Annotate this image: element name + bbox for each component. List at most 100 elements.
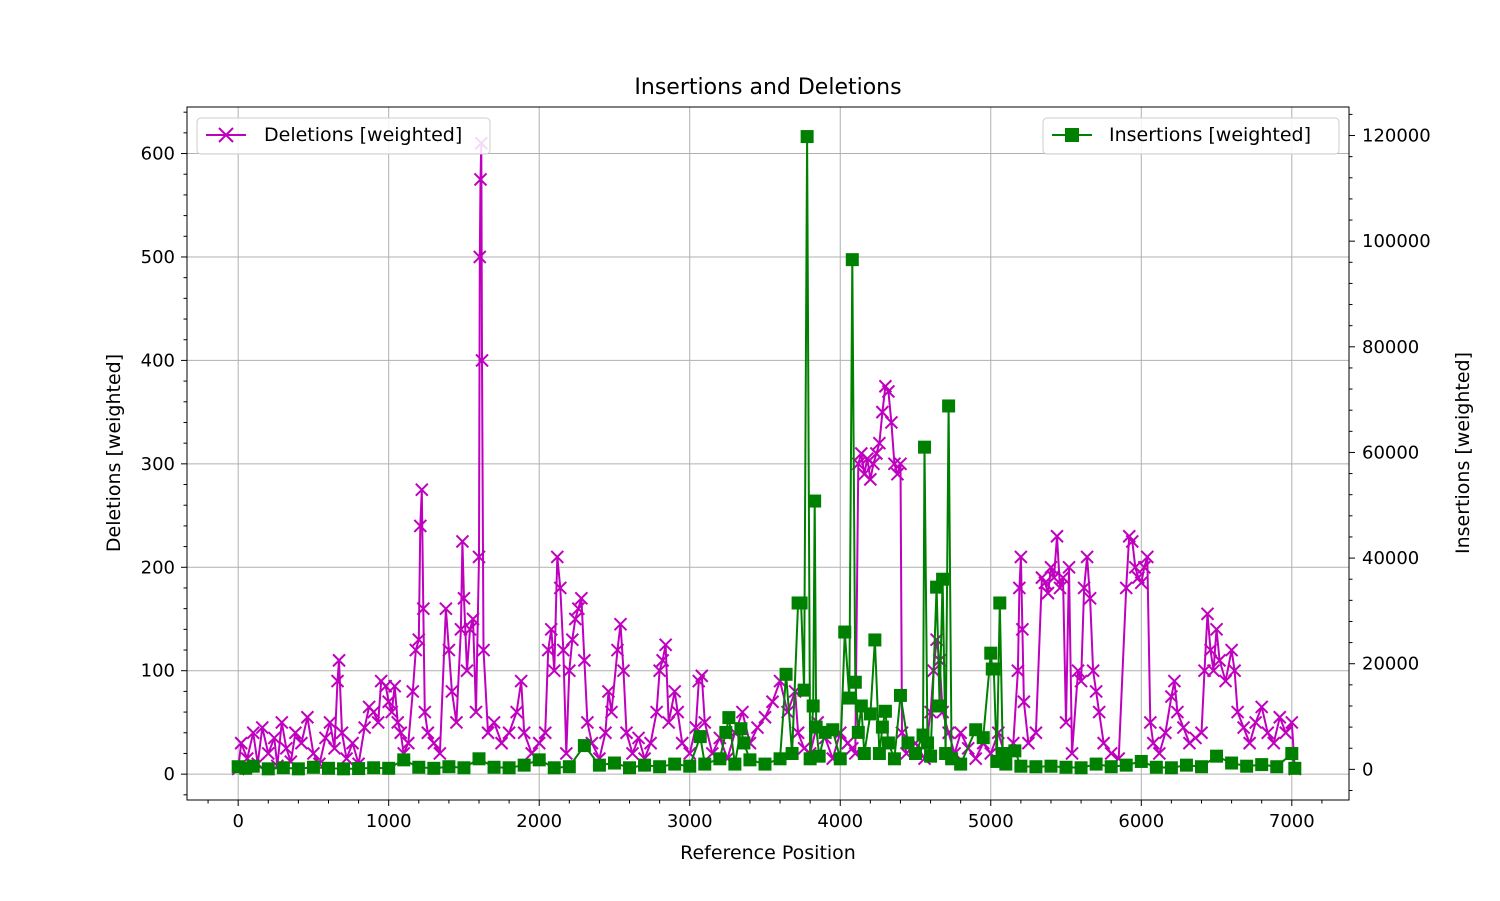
deletion-point bbox=[1137, 560, 1152, 574]
insertion-point bbox=[863, 707, 877, 721]
deletion-point bbox=[1261, 726, 1275, 740]
deletion-point bbox=[884, 415, 899, 430]
deletion-point bbox=[765, 695, 780, 709]
insertion-point bbox=[933, 699, 947, 713]
insertion-point bbox=[881, 736, 895, 750]
deletion-point bbox=[1206, 664, 1221, 678]
insertion-point bbox=[734, 722, 748, 736]
deletion-point bbox=[1029, 726, 1043, 740]
deletion-point bbox=[1080, 550, 1094, 564]
deletion-point bbox=[1050, 529, 1064, 543]
deletion-point bbox=[381, 695, 396, 709]
insertion-point bbox=[868, 633, 882, 647]
deletion-point bbox=[574, 591, 589, 606]
deletion-point bbox=[652, 664, 667, 678]
deletion-point bbox=[750, 720, 765, 735]
insertion-point bbox=[1134, 754, 1148, 768]
deletion-point bbox=[371, 715, 385, 730]
deletion-point bbox=[969, 751, 983, 766]
deletion-point bbox=[391, 715, 405, 730]
deletion-point bbox=[1167, 674, 1182, 688]
deletion-point bbox=[655, 653, 670, 668]
deletion-point bbox=[466, 612, 480, 626]
deletion-point bbox=[345, 736, 360, 750]
insertion-point bbox=[1210, 749, 1224, 763]
insertion-point bbox=[668, 757, 682, 771]
x-tick-label: 3000 bbox=[667, 811, 713, 832]
deletion-point bbox=[1074, 674, 1088, 688]
insertion-point bbox=[857, 747, 871, 761]
insertion-point bbox=[794, 596, 808, 610]
insertion-point bbox=[427, 761, 441, 775]
y-right-tick-label: 20000 bbox=[1362, 654, 1419, 675]
series-line bbox=[237, 135, 1296, 770]
insertion-point bbox=[808, 494, 822, 508]
deletion-point bbox=[1248, 715, 1263, 730]
deletion-point bbox=[544, 622, 558, 637]
insertion-point bbox=[812, 749, 826, 763]
insertion-point bbox=[367, 761, 381, 775]
deletion-point bbox=[306, 746, 321, 761]
deletion-point bbox=[473, 172, 488, 187]
insertion-point bbox=[1059, 760, 1073, 774]
deletion-point bbox=[487, 715, 501, 730]
deletion-point bbox=[1285, 715, 1299, 730]
insertion-point bbox=[442, 760, 456, 774]
deletion-point bbox=[541, 643, 555, 657]
deletion-point bbox=[610, 643, 625, 657]
insertion-point bbox=[1179, 758, 1193, 772]
insertion-point bbox=[842, 691, 856, 705]
insertion-point bbox=[713, 752, 727, 766]
deletion-point bbox=[616, 664, 631, 678]
deletion-point bbox=[1092, 705, 1106, 719]
deletion-point bbox=[463, 622, 477, 637]
deletion-point bbox=[1146, 736, 1161, 750]
deletion-point bbox=[619, 726, 634, 740]
deletion-point bbox=[580, 715, 595, 730]
deletion-point bbox=[1152, 746, 1167, 761]
insertion-point bbox=[806, 699, 820, 713]
deletion-point bbox=[388, 679, 402, 693]
insertion-point bbox=[921, 736, 935, 750]
insertion-point bbox=[653, 760, 667, 774]
x-tick-label: 1000 bbox=[366, 811, 412, 832]
deletion-point bbox=[565, 632, 580, 647]
x-tick-label: 4000 bbox=[817, 811, 863, 832]
deletion-point bbox=[1212, 653, 1227, 668]
deletion-point bbox=[1038, 576, 1052, 590]
insertion-point bbox=[1240, 759, 1254, 773]
deletion-point bbox=[675, 736, 689, 750]
deletion-point bbox=[234, 736, 248, 750]
insertion-point bbox=[851, 725, 865, 739]
deletion-point bbox=[366, 705, 381, 719]
deletion-point bbox=[415, 482, 429, 497]
deletion-point bbox=[275, 715, 289, 730]
deletion-point bbox=[872, 436, 887, 450]
deletion-point bbox=[604, 705, 619, 719]
deletion-point bbox=[416, 601, 431, 616]
insertion-point bbox=[773, 752, 787, 766]
deletion-point bbox=[1236, 720, 1251, 735]
deletion-point bbox=[294, 736, 309, 750]
deletion-point bbox=[335, 726, 349, 740]
deletion-point bbox=[550, 550, 564, 564]
deletion-point bbox=[532, 736, 546, 750]
insertion-point bbox=[577, 739, 591, 753]
insertion-point bbox=[352, 762, 366, 776]
deletion-point bbox=[1017, 695, 1031, 709]
y-right-tick-label: 0 bbox=[1362, 759, 1373, 780]
deletion-point bbox=[517, 726, 531, 740]
deletion-point bbox=[866, 457, 881, 471]
deletion-point bbox=[667, 684, 682, 699]
deletion-point bbox=[1209, 622, 1224, 637]
deletion-point bbox=[568, 612, 583, 626]
deletion-point bbox=[421, 726, 435, 740]
legend-insertions-label: Insertions [weighted] bbox=[1109, 124, 1311, 146]
insertion-point bbox=[412, 760, 426, 774]
insertion-point bbox=[976, 731, 990, 745]
insertion-point bbox=[1225, 756, 1239, 770]
insertion-point bbox=[472, 752, 486, 766]
insertion-point bbox=[532, 753, 546, 767]
deletion-point bbox=[863, 472, 878, 487]
insertion-point bbox=[547, 761, 561, 775]
